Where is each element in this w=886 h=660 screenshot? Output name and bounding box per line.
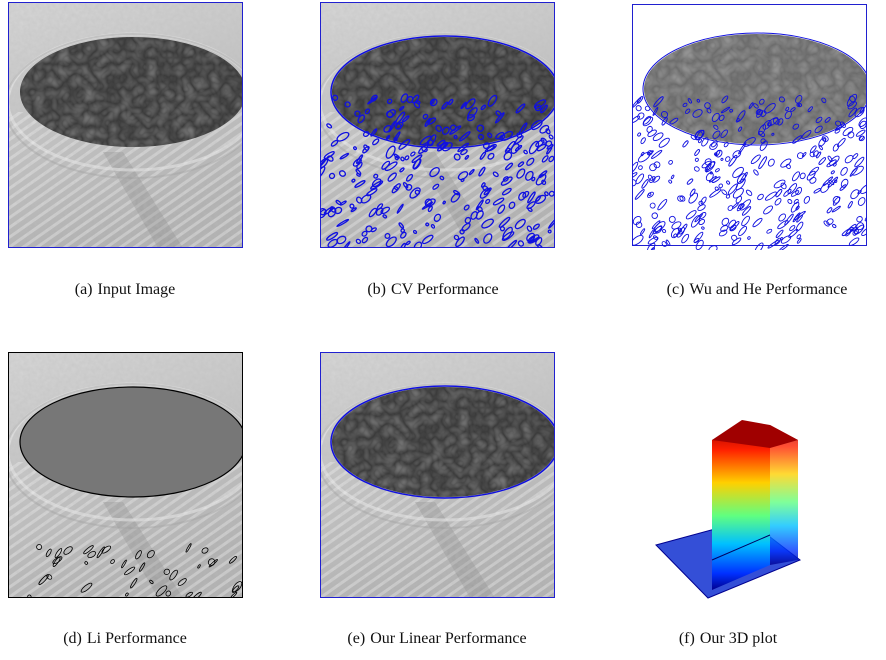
panel-a [5, 2, 261, 248]
panel-e [317, 352, 573, 598]
caption-text: Li Performance [87, 630, 187, 647]
panel-d [5, 352, 261, 602]
panel-c [628, 4, 872, 255]
figure: (a) Input Image (b) CV Performance (c)Wu and… [0, 0, 886, 660]
panel-f [656, 420, 800, 598]
panel-b [315, 2, 573, 253]
subfigure-caption: (c)Wu and He Performance [667, 281, 848, 298]
subfigure-label: (c) [667, 281, 685, 298]
subfigure-label: (f) [679, 630, 695, 647]
subfigure-label: (a) [75, 281, 93, 298]
subfigure-label: (d) [63, 630, 82, 647]
subfigure-caption: (d) Li Performance [63, 630, 187, 647]
subfigure-caption: (a) Input Image [75, 281, 176, 298]
caption-text: Wu and He Performance [689, 281, 847, 298]
subfigure-caption: (e) Our Linear Performance [347, 630, 526, 647]
caption-text: Our 3D plot [700, 630, 778, 647]
subfigure-label: (b) [367, 281, 386, 298]
caption-text: CV Performance [391, 281, 499, 298]
subfigure-label: (e) [347, 630, 365, 647]
caption-text: Our Linear Performance [370, 630, 526, 647]
subfigure-caption: (f) Our 3D plot [679, 630, 778, 647]
subfigure-caption: (b) CV Performance [367, 281, 498, 298]
caption-text: Input Image [98, 281, 176, 298]
